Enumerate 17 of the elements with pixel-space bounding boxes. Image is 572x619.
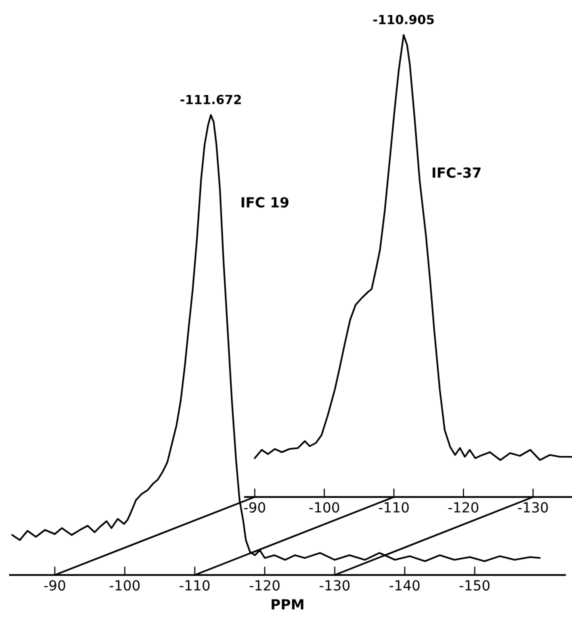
- x-tick-label: -120: [250, 580, 280, 591]
- x-tick-label: -130: [320, 580, 350, 591]
- x-axis-title: PPM: [272, 599, 304, 610]
- x-tick-label: -120: [448, 502, 478, 513]
- x-tick-label: -130: [518, 502, 548, 513]
- x-tick-label: -150: [460, 580, 490, 591]
- x-tick-label: -100: [110, 580, 140, 591]
- series-label: IFC 19: [242, 197, 288, 208]
- x-tick-label: -90: [244, 502, 266, 513]
- annotation: -110.905: [373, 14, 434, 24]
- x-tick-label: -140: [390, 580, 420, 591]
- annotation: -111.672: [180, 94, 241, 104]
- x-tick-label: -100: [309, 502, 340, 513]
- series-label: IFC-37: [432, 167, 481, 178]
- x-tick-label: -110: [180, 580, 210, 591]
- x-tick-label: -110: [378, 502, 409, 513]
- x-tick-label: -90: [44, 580, 66, 591]
